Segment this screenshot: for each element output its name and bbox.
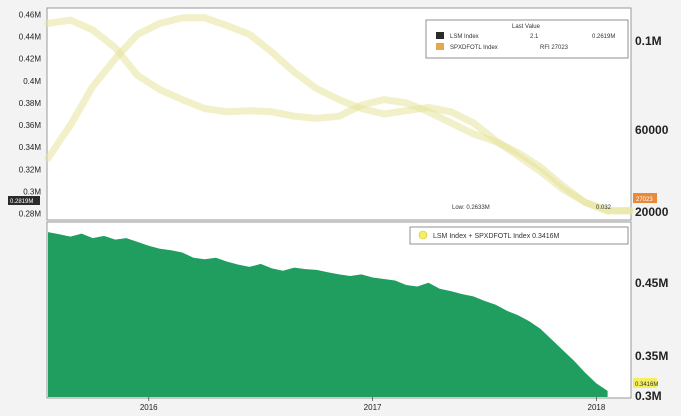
right-value-marker-top [633,193,657,203]
legend-swatch-lsm [436,32,444,39]
x-tick-label: 2017 [364,403,382,412]
x-tick-label: 2016 [140,403,158,412]
left-tick-label: 0.3M [23,187,41,196]
left-value-marker-label: 0.2819M [10,199,33,205]
end-annotation: 0.032 [596,205,612,211]
top-series [44,14,634,215]
right-tick-label-bottom: 0.3M [635,389,662,403]
legend-value1-lsm: 2.1 [530,34,539,40]
right-tick-label-top: 20000 [635,205,669,219]
bottom-legend-label: LSM Index + SPXDFOTL Index 0.3416M [433,233,560,240]
x-axis: 2016 2017 2018 [140,397,606,412]
left-tick-label: 0.46M [19,11,42,20]
right-axis-top: 0.1M 60000 20000 [635,34,669,219]
top-legend-box [425,19,629,59]
bottom-legend-box [409,226,629,245]
left-tick-label: 0.42M [19,55,42,64]
right-value-marker-top-label: 27023 [636,197,653,203]
top-legend: Last Value LSM Index 2.1 0.2619M SPXDFOT… [425,19,629,59]
left-tick-label: 0.36M [19,121,42,130]
left-value-marker [8,196,40,205]
bottom-legend-swatch [418,230,428,240]
right-value-marker-bottom [633,378,657,388]
left-tick-label: 0.38M [19,99,42,108]
left-tick-label: 0.4M [23,77,41,86]
right-tick-label-bottom: 0.45M [635,276,668,290]
right-tick-label-top: 60000 [635,123,669,137]
legend-swatch-spx [436,43,444,50]
area-fill [48,232,608,397]
legend-name-lsm: LSM Index [450,34,479,40]
legend-name-spx: SPXDFOTL Index [450,45,498,51]
right-value-marker-bottom-label: 0.3416M [635,382,658,388]
legend-value2-lsm: 0.2619M [592,34,615,40]
left-tick-label: 0.34M [19,143,42,152]
right-tick-label-bottom: 0.35M [635,349,668,363]
low-annotation: Low: 0.2633M [452,205,490,211]
series-line-spx [44,14,634,215]
left-tick-label: 0.32M [19,165,42,174]
bottom-legend: LSM Index + SPXDFOTL Index 0.3416M [409,226,629,245]
x-tick-label: 2018 [588,403,606,412]
top-legend-title: Last Value [512,24,541,30]
right-tick-label-top: 0.1M [635,34,662,48]
legend-value1-spx: RFI 27023 [540,45,569,51]
bottom-series [48,232,608,397]
right-axis-bottom: 0.45M 0.35M 0.3M [635,276,668,403]
left-axis: 0.46M 0.44M 0.42M 0.4M 0.38M 0.36M 0.34M 0.32M 0… [19,11,42,219]
left-tick-label: 0.28M [19,209,42,218]
left-tick-label: 0.44M [19,33,42,42]
